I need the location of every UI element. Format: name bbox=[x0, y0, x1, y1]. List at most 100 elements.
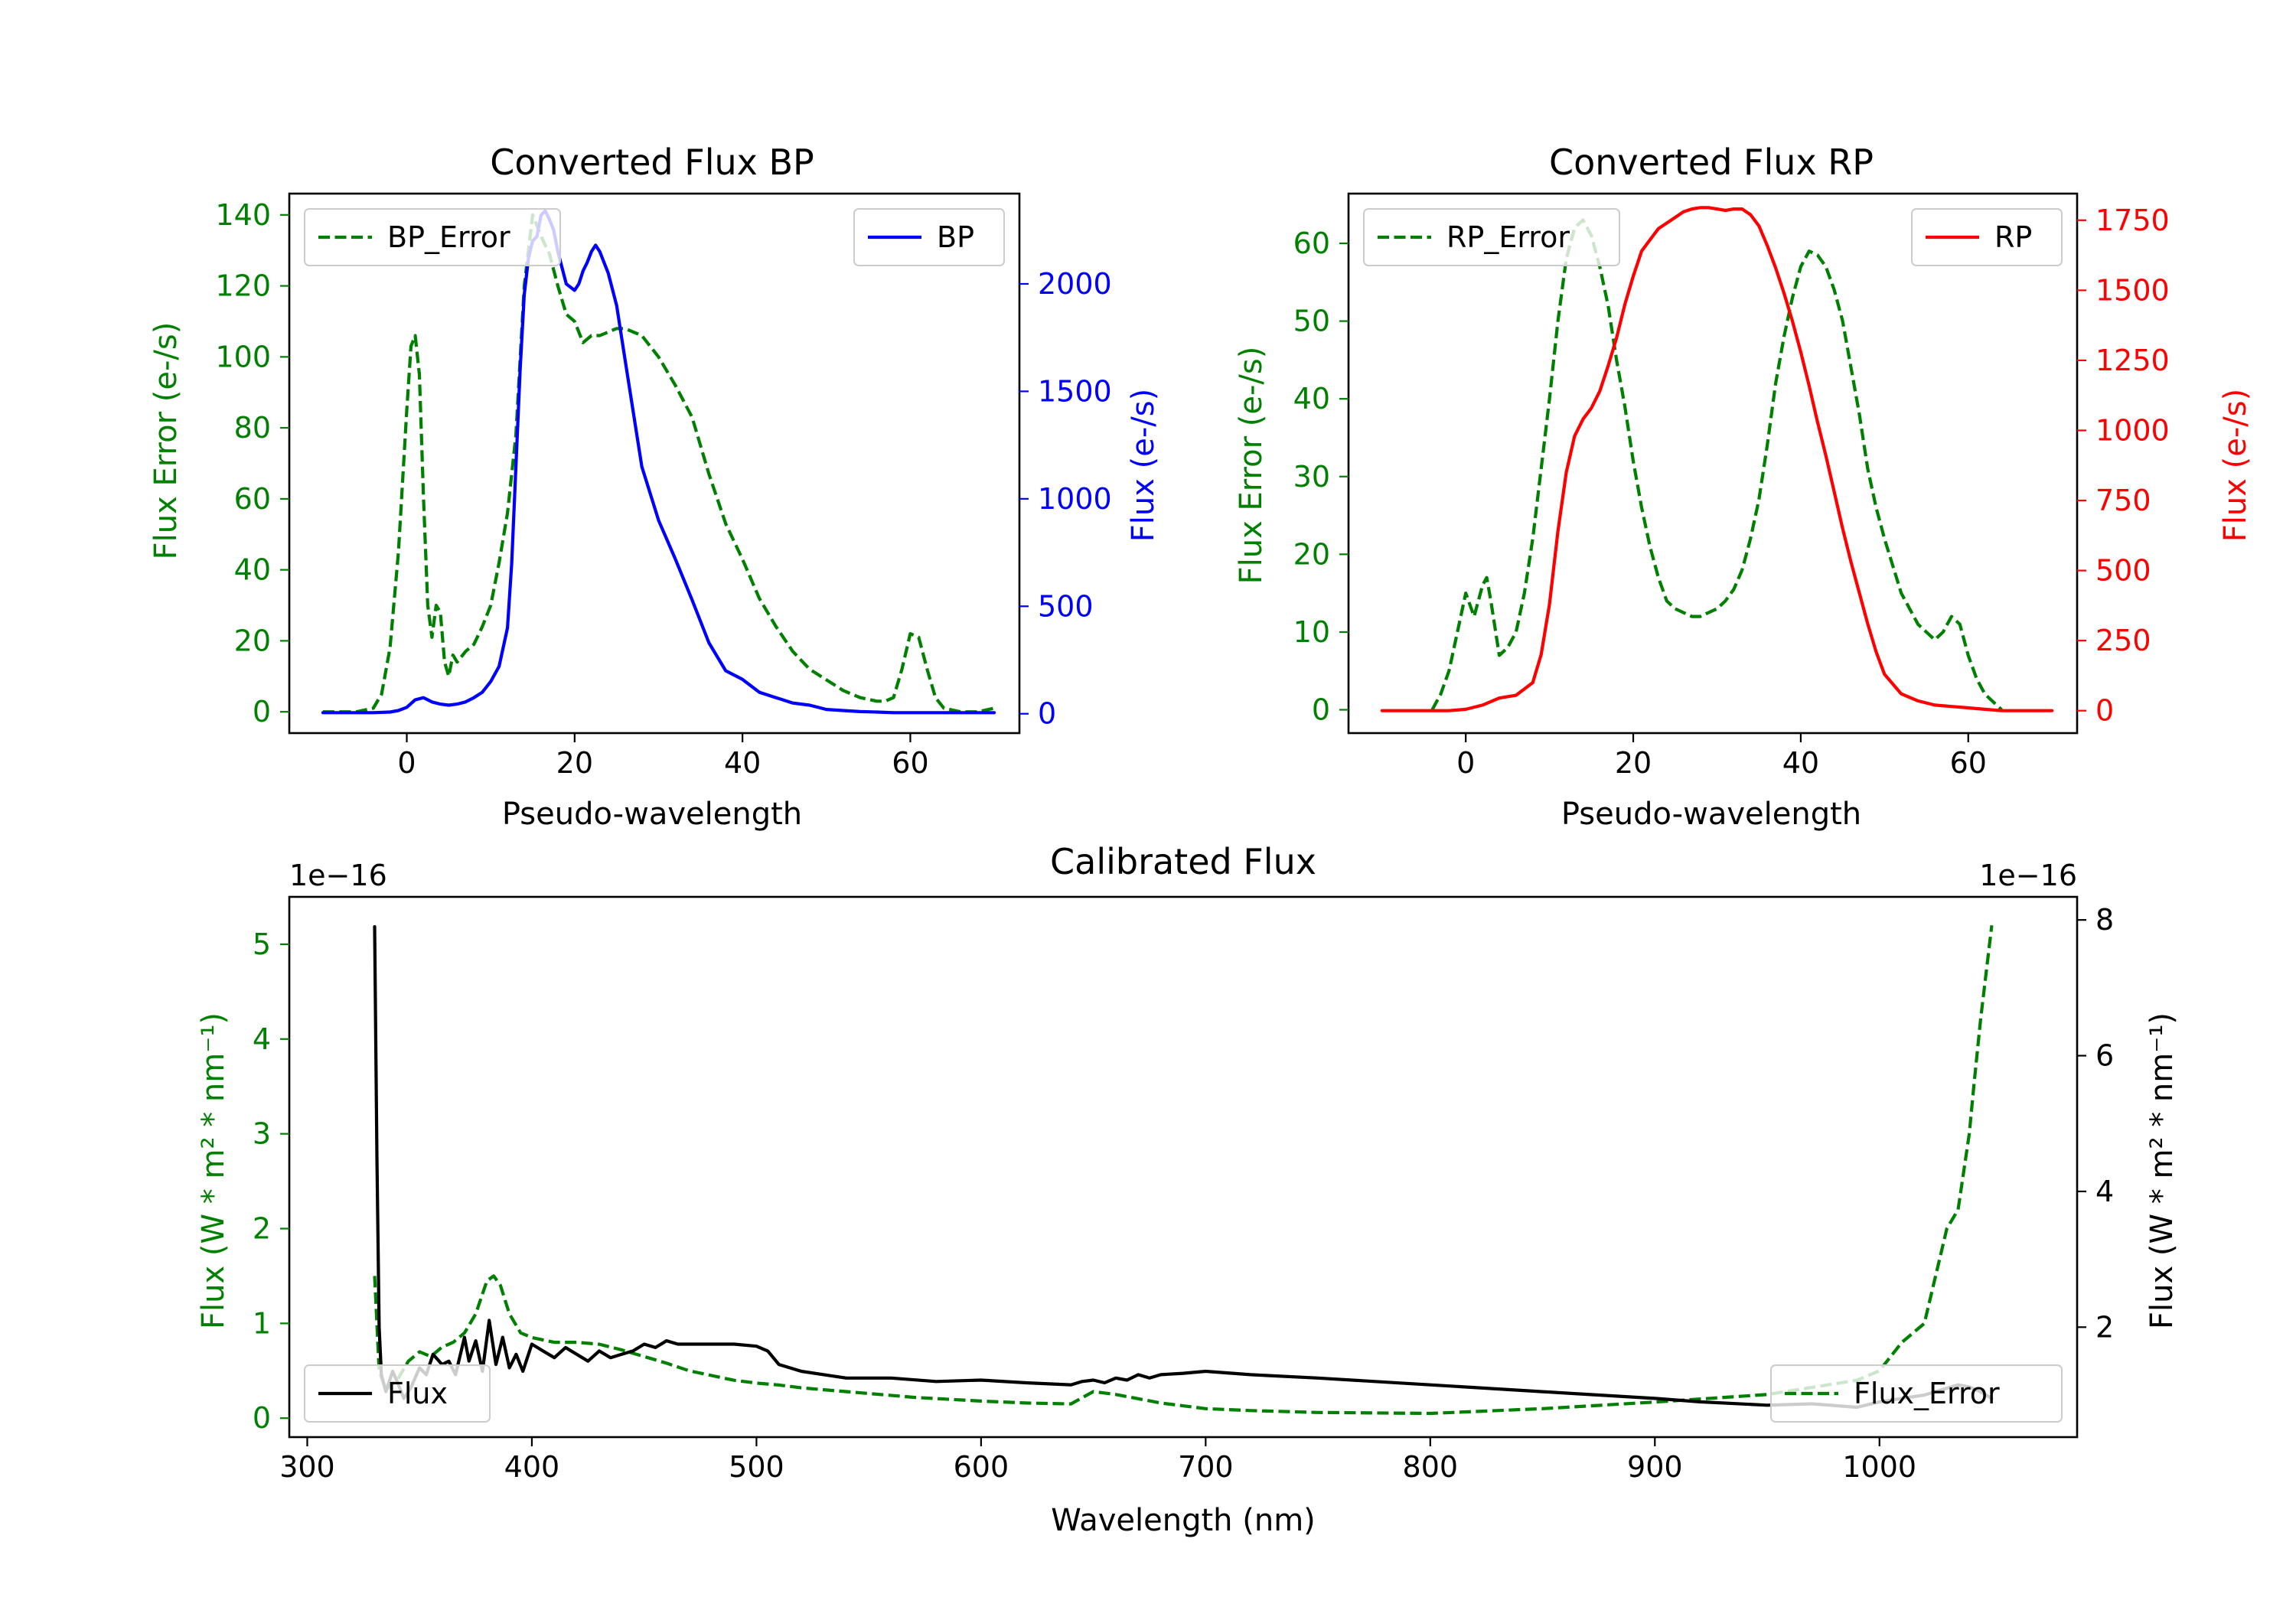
bp-legend-left-label: BP_Error bbox=[387, 220, 510, 254]
rp-ylabel-left: Flux Error (e-/s) bbox=[1234, 347, 1269, 585]
calibrated-xtick-label: 900 bbox=[1627, 1450, 1683, 1484]
calibrated-series-flux-error-line bbox=[373, 924, 1994, 1416]
bp-legend-left-box bbox=[304, 208, 561, 266]
calibrated-ytick-left-label: 5 bbox=[253, 927, 271, 961]
bp-series-bp-line bbox=[321, 209, 996, 715]
rp-ytick-left-label: 0 bbox=[1312, 693, 1330, 727]
calibrated-ytick-right-label: 6 bbox=[2095, 1039, 2114, 1073]
calibrated-ytick-left-label: 4 bbox=[253, 1022, 271, 1056]
rp-series-rp-line bbox=[1380, 206, 2054, 712]
calibrated-legend-left-box bbox=[304, 1364, 491, 1423]
rp-series-rp-error-line bbox=[1430, 218, 2003, 712]
rp-legend-left-label: RP_Error bbox=[1446, 220, 1570, 254]
calibrated-legend-right: Flux_Error bbox=[1770, 1364, 2063, 1423]
rp-legend-right-label: RP bbox=[1994, 220, 2032, 254]
calibrated-ytick-right-label: 2 bbox=[2095, 1310, 2114, 1344]
bp-ytick-left-label: 40 bbox=[234, 553, 271, 587]
calibrated-xtick-label: 500 bbox=[729, 1450, 784, 1484]
bp-ytick-left-label: 0 bbox=[253, 695, 271, 729]
rp-series-group bbox=[1380, 206, 2054, 712]
calibrated-ytick-left-label: 1 bbox=[253, 1306, 271, 1340]
rp-ytick-left-label: 40 bbox=[1293, 382, 1330, 416]
bp-axes-frame bbox=[288, 192, 1021, 735]
bp-xlabel: Pseudo-wavelength bbox=[502, 797, 802, 832]
calibrated-ytick-left-label: 0 bbox=[253, 1401, 271, 1435]
rp-xtick-label: 40 bbox=[1782, 746, 1819, 780]
calibrated-legend-right-box bbox=[1770, 1364, 2063, 1423]
rp-ytick-right-label: 1750 bbox=[2095, 204, 2170, 237]
calibrated-offset-right: 1e−16 bbox=[1979, 859, 2077, 892]
rp-legend-right-box bbox=[1911, 208, 2063, 266]
bp-legend-right: BP bbox=[853, 208, 1005, 266]
calibrated-panel: Calibrated Flux Wavelength (nm) Flux (W … bbox=[196, 841, 2180, 1538]
rp-ytick-right-label: 1500 bbox=[2095, 273, 2170, 307]
calibrated-title: Calibrated Flux bbox=[1050, 841, 1316, 882]
calibrated-series-group bbox=[373, 924, 1994, 1416]
bp-ylabel-right: Flux (e-/s) bbox=[1126, 389, 1161, 542]
rp-ytick-right-label: 750 bbox=[2095, 484, 2151, 517]
bp-ytick-right-label: 2000 bbox=[1038, 267, 1112, 301]
bp-series-bp-error-line bbox=[322, 213, 995, 714]
bp-ytick-left-label: 20 bbox=[234, 624, 271, 657]
calibrated-ytick-left-label: 3 bbox=[253, 1117, 271, 1151]
bp-plot-area: 0 20 40 60 0 20 40 60 80 100 120 140 0 500 1000 1500 200… bbox=[215, 192, 1112, 780]
bp-legend-right-box bbox=[853, 208, 1005, 266]
calibrated-ylabel-right: Flux (W * m² * nm⁻¹) bbox=[2144, 1012, 2180, 1329]
calibrated-plot-area: 300 400 500 600 700 800 900 1000 0 1 2 3 4 5 2 4 6 8 Flux F… bbox=[253, 895, 2114, 1484]
bp-ylabel-left: Flux Error (e-/s) bbox=[148, 322, 184, 560]
calibrated-ytick-left-label: 2 bbox=[253, 1212, 271, 1246]
calibrated-axes-frame bbox=[288, 895, 2079, 1439]
bp-xtick-label: 40 bbox=[724, 746, 761, 780]
calibrated-xtick-label: 600 bbox=[954, 1450, 1009, 1484]
bp-panel: Converted Flux BP Pseudo-wavelength Flux… bbox=[148, 142, 1161, 832]
calibrated-xtick-label: 300 bbox=[279, 1450, 335, 1484]
calibrated-xtick-label: 700 bbox=[1178, 1450, 1234, 1484]
rp-ytick-left-label: 10 bbox=[1293, 615, 1330, 649]
calibrated-legend-right-label: Flux_Error bbox=[1854, 1377, 2000, 1410]
bp-ytick-right-label: 500 bbox=[1038, 589, 1094, 623]
bp-ytick-left-label: 80 bbox=[234, 411, 271, 445]
bp-ytick-left-label: 120 bbox=[215, 269, 271, 303]
rp-title: Converted Flux RP bbox=[1549, 142, 1874, 183]
rp-xlabel: Pseudo-wavelength bbox=[1561, 797, 1861, 832]
bp-ytick-right-label: 0 bbox=[1038, 697, 1056, 731]
rp-legend-left-box bbox=[1363, 208, 1620, 266]
rp-legend-right: RP bbox=[1911, 208, 2063, 266]
bp-ytick-left-label: 140 bbox=[215, 198, 271, 232]
bp-xtick-label: 0 bbox=[397, 746, 416, 780]
rp-ytick-left-label: 60 bbox=[1293, 227, 1330, 260]
calibrated-legend-left-label: Flux bbox=[387, 1377, 448, 1410]
bp-xtick-label: 60 bbox=[892, 746, 928, 780]
bp-title: Converted Flux BP bbox=[490, 142, 814, 183]
calibrated-ytick-right-label: 8 bbox=[2095, 903, 2114, 937]
rp-ytick-right-label: 0 bbox=[2095, 694, 2114, 728]
calibrated-legend-left: Flux bbox=[304, 1364, 491, 1423]
rp-ytick-left-label: 20 bbox=[1293, 537, 1330, 571]
calibrated-ytick-right-label: 4 bbox=[2095, 1175, 2114, 1208]
rp-ytick-left-label: 50 bbox=[1293, 305, 1330, 338]
rp-plot-area: 0 20 40 60 0 10 20 30 40 50 60 0 250 500 750 1000 1250 15… bbox=[1293, 192, 2170, 780]
calibrated-xlabel: Wavelength (nm) bbox=[1051, 1503, 1316, 1538]
rp-axes-frame bbox=[1347, 192, 2079, 735]
bp-ytick-right-label: 1500 bbox=[1038, 374, 1112, 408]
bp-ytick-right-label: 1000 bbox=[1038, 482, 1112, 516]
rp-xtick-label: 20 bbox=[1615, 746, 1652, 780]
calibrated-xtick-label: 400 bbox=[504, 1450, 560, 1484]
bp-series-group bbox=[321, 209, 996, 715]
calibrated-series-flux-line bbox=[373, 924, 1994, 1410]
rp-xtick-label: 0 bbox=[1456, 746, 1475, 780]
rp-ytick-left-label: 30 bbox=[1293, 460, 1330, 494]
bp-ytick-left-label: 60 bbox=[234, 482, 271, 516]
rp-ytick-right-label: 500 bbox=[2095, 554, 2151, 588]
bp-legend-left: BP_Error bbox=[304, 208, 561, 266]
rp-ytick-right-label: 1000 bbox=[2095, 413, 2170, 447]
rp-ytick-right-label: 1250 bbox=[2095, 344, 2170, 377]
bp-ytick-left-label: 100 bbox=[215, 340, 271, 373]
calibrated-offset-left: 1e−16 bbox=[289, 859, 387, 892]
bp-xtick-label: 20 bbox=[556, 746, 593, 780]
bp-legend-right-label: BP bbox=[937, 220, 974, 254]
calibrated-xtick-label: 800 bbox=[1403, 1450, 1459, 1484]
calibrated-ylabel-left: Flux (W * m² * nm⁻¹) bbox=[196, 1012, 231, 1329]
